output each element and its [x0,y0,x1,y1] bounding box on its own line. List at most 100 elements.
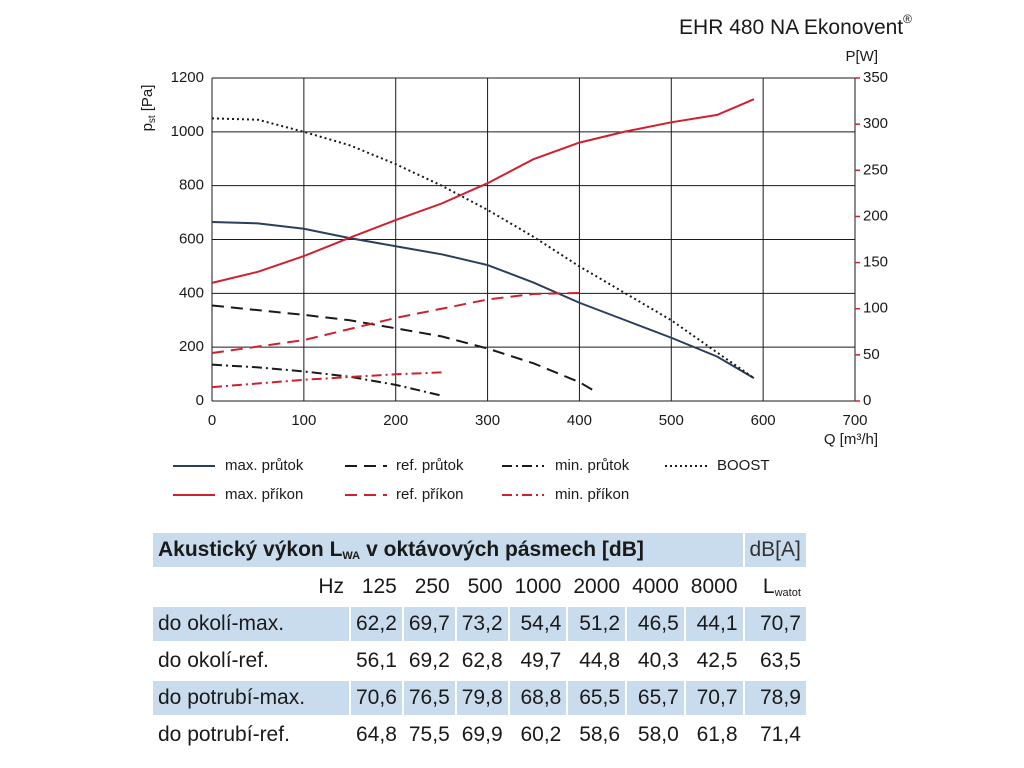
value-cell: 46,5 [627,607,684,641]
table-row: do okolí-ref. 56,1 69,2 62,8 49,7 44,8 40,3 42,… [153,644,806,678]
y2-tick-label: 200 [863,207,888,224]
row-label: do potrubí-ref. [158,723,290,746]
x-tick-label: 200 [383,412,408,429]
x-label: Q [m³/h] [824,431,878,448]
y2-tick-label: 100 [863,300,888,317]
title-rest: v oktávových pásmech [dB] [366,538,644,561]
y-tick-label: 800 [179,177,204,194]
unit: dB[A] [744,533,806,567]
header-cell: 2000 [573,575,621,598]
header-row: Hz 125 250 500 1000 2000 4000 8000 Lwatot [153,570,806,604]
x-tick-label: 0 [208,412,216,429]
series-line [211,221,755,379]
x-tick-label: 400 [567,412,592,429]
x-tick-label: 700 [842,412,867,429]
value-cell: 65,7 [627,681,684,715]
series-line [211,98,755,284]
series-line [211,292,580,355]
y-tick-label: 400 [179,284,204,301]
value-cell: 62,2 [351,607,402,641]
header-cell: 250 [414,575,450,598]
series-line [211,363,442,397]
table-row: do okolí-max. 62,2 69,7 73,2 54,4 51,2 46,5 44,… [153,607,806,641]
total-main: L [762,575,775,598]
y2-tick-label: 0 [863,392,871,409]
header-cell: 4000 [632,575,679,598]
table-row: do potrubí-max. 70,6 76,5 79,8 68,8 65,5 65,7 7… [153,681,806,715]
value-cell: 62,8 [461,649,503,672]
y2-label: P[W] [846,48,879,65]
header-cell: 125 [361,575,397,598]
y-label: pst [Pa] [139,85,158,132]
value-cell: 63,5 [760,649,801,672]
header-cell: Hz [318,575,344,598]
value-cell: 78,9 [744,681,806,715]
value-cell: 69,7 [403,607,455,641]
series-line [211,371,442,389]
total-sub: watot [774,587,801,599]
chart: EHR 480 NA Ekonovent® pst [Pa] P[W] Q [m³… [139,12,912,503]
series-line [211,304,594,392]
value-cell: 73,2 [456,607,508,641]
value-cell: 44,1 [685,607,743,641]
value-cell: 69,9 [461,723,503,746]
value-cell: 71,4 [760,723,801,746]
x-tick-label: 600 [751,412,776,429]
value-cell: 70,7 [685,681,743,715]
value-cell: 40,3 [637,649,679,672]
table-row: do potrubí-ref. 64,8 75,5 69,9 60,2 58,6 58,0 6… [153,718,806,752]
value-cell: 64,8 [356,723,397,746]
value-cell: 69,2 [408,649,450,672]
value-cell: 60,2 [520,723,562,746]
title-row: Akustický výkon LWA v oktávových pásmech … [153,533,806,567]
y-label-sub: st [147,115,158,123]
y-tick-label: 200 [179,338,204,355]
legend-label: ref. příkon [396,486,464,503]
value-cell: 68,8 [509,681,567,715]
title-mark: ® [903,12,912,26]
row-label: do okolí-max. [153,607,349,641]
value-cell: 70,6 [351,681,402,715]
value-cell: 58,6 [579,723,621,746]
x-tick-label: 100 [291,412,316,429]
value-cell: 65,5 [568,681,626,715]
title-text: EHR 480 NA Ekonovent [679,16,903,39]
header-cell: 8000 [690,575,738,598]
value-cell: 54,4 [509,607,567,641]
legend-label: min. průtok [555,457,630,474]
x-tick-label: 300 [475,412,500,429]
chart-title: EHR 480 NA Ekonovent® [679,12,912,38]
row-label: do potrubí-max. [153,681,349,715]
x-tick-label: 500 [659,412,684,429]
value-cell: 75,5 [408,723,450,746]
legend-label: max. průtok [225,457,304,474]
y2-tick-label: 50 [863,346,880,363]
y-tick-label: 600 [179,230,204,247]
acoustic-table: Akustický výkon LWA v oktávových pásmech … [151,530,808,755]
value-cell: 51,2 [568,607,626,641]
total-header: Lwatot [745,570,806,604]
y2-tick-label: 150 [863,254,888,271]
legend-label: ref. průtok [396,457,464,474]
legend-label: BOOST [717,457,770,474]
legend-label: max. příkon [225,486,303,503]
y2-tick-label: 350 [863,69,888,86]
title-sub: WA [342,550,361,562]
y-label-main: p [139,123,156,131]
y-tick-label: 1200 [171,69,204,86]
y-tick-label: 1000 [171,123,204,140]
row-label: do okolí-ref. [158,649,269,672]
header-cell: 1000 [514,575,562,598]
legend-label: min. příkon [555,486,629,503]
y-tick-label: 0 [196,392,204,409]
value-cell: 70,7 [744,607,806,641]
y2-tick-label: 250 [863,161,888,178]
value-cell: 79,8 [456,681,508,715]
value-cell: 58,0 [637,723,679,746]
header-cell: 500 [467,575,503,598]
y2-tick-label: 300 [863,115,888,132]
title-main: Akustický výkon L [158,538,343,561]
value-cell: 42,5 [696,649,738,672]
value-cell: 49,7 [520,649,562,672]
